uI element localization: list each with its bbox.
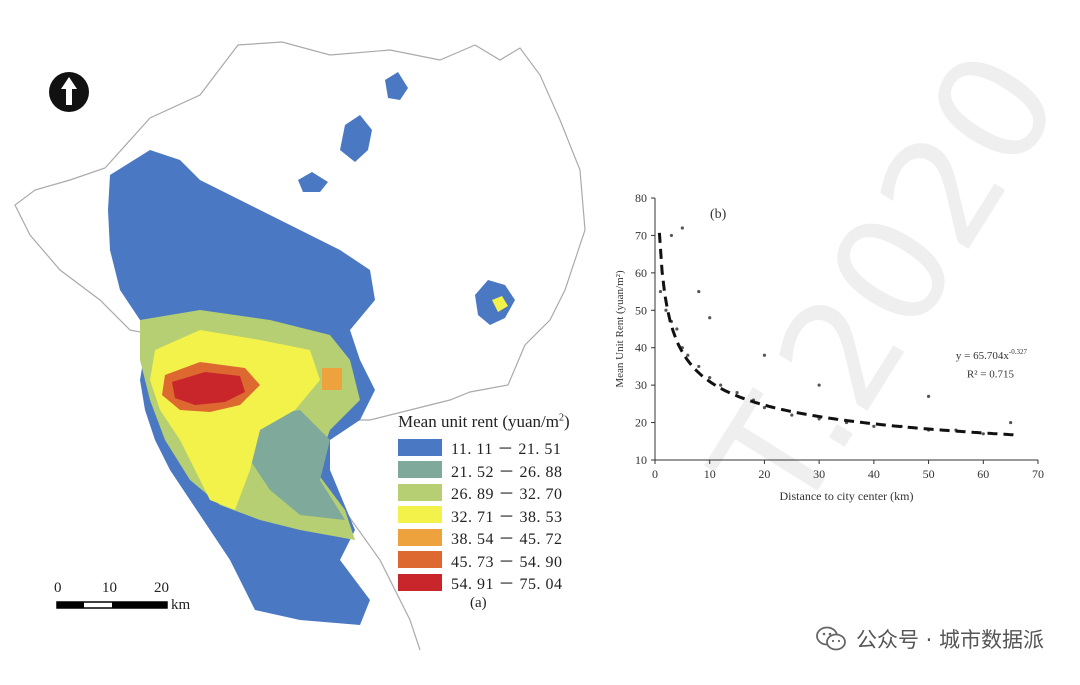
legend-row: 38. 54 － 45. 72 <box>398 526 608 549</box>
legend-swatch <box>398 573 442 591</box>
legend-label: 32. 71 － 38. 53 <box>451 508 563 526</box>
scatter-point <box>697 364 701 369</box>
scatter-point <box>926 394 931 398</box>
island-4-yellow <box>492 296 508 312</box>
scatter-point <box>680 226 684 230</box>
y-tick-label: 60 <box>635 266 647 280</box>
north-arrow-icon <box>49 72 89 112</box>
scatter-point <box>675 327 679 331</box>
legend-title: Mean unit rent (yuan/m2) <box>398 412 570 431</box>
scatter-point <box>735 391 739 395</box>
scatter-point <box>658 289 663 294</box>
island-2 <box>340 115 372 162</box>
fit-curve <box>657 232 1016 437</box>
island-1 <box>385 72 408 100</box>
y-tick-label: 80 <box>635 191 647 205</box>
island-3 <box>298 172 328 192</box>
legend-swatch <box>398 506 442 524</box>
scatter-panel: 0 10 20 30 40 50 60 70 10 20 30 40 50 60 70 80 Distance … <box>600 170 1070 530</box>
legend-swatch <box>398 438 442 456</box>
scatter-point <box>719 383 723 387</box>
legend-row: 45. 73 － 54. 90 <box>398 549 608 572</box>
legend-label: 11. 11 － 21. 51 <box>451 441 562 459</box>
legend-row: 11. 11 － 21. 51 <box>398 436 608 459</box>
legend-row: 54. 91 － 75. 04 <box>398 571 608 594</box>
map-legend: Mean unit rent (yuan/m2) 11. 11 － 21. 51… <box>398 412 608 594</box>
scale-tick-0: 0 <box>54 580 62 596</box>
scatter-chart: 0 10 20 30 40 50 60 70 10 20 30 40 50 60 70 80 Distance … <box>614 191 1044 503</box>
scatter-point <box>664 308 668 312</box>
scatter-point <box>790 413 794 417</box>
x-tick-label: 20 <box>758 467 770 481</box>
wechat-icon <box>816 626 846 651</box>
scatter-point <box>872 424 876 428</box>
region-red <box>172 372 245 405</box>
x-tick-label: 40 <box>868 467 880 481</box>
legend-label: 26. 89 － 32. 70 <box>451 486 563 504</box>
scale-tick-10: 10 <box>102 580 117 596</box>
legend-row: 21. 52 － 26. 88 <box>398 459 608 482</box>
fit-r-squared: R² = 0.715 <box>967 369 1015 381</box>
legend-label: 45. 73 － 54. 90 <box>451 553 563 571</box>
legend-swatch <box>398 461 442 479</box>
scatter-point <box>762 353 767 357</box>
legend-label: 38. 54 － 45. 72 <box>451 531 563 549</box>
x-tick-label: 30 <box>813 467 825 481</box>
scale-tick-20: 20 <box>154 580 169 596</box>
scale-bar-graphic <box>56 601 168 609</box>
scale-bar: 0 10 20 km <box>54 580 206 620</box>
legend-row: 32. 71 － 38. 53 <box>398 504 608 527</box>
rent-map <box>14 41 586 651</box>
map-panel: Mean unit rent (yuan/m2) 11. 11 － 21. 51… <box>14 41 608 651</box>
legend-row: 26. 89 － 32. 70 <box>398 481 608 504</box>
y-tick-label: 70 <box>635 228 647 242</box>
panel-label-b: (b) <box>710 207 727 222</box>
y-tick-label: 20 <box>635 416 647 430</box>
scatter-point <box>981 432 985 436</box>
x-tick-label: 60 <box>977 467 989 481</box>
fit-equation: y = 65.704x-0.327 <box>956 348 1028 362</box>
wechat-watermark: 公众号 · 城市数据派 <box>816 624 1044 654</box>
legend-swatch <box>398 528 442 546</box>
x-tick-label: 70 <box>1032 467 1044 481</box>
x-tick-label: 10 <box>704 467 716 481</box>
scatter-point <box>708 316 712 320</box>
legend-label: 54. 91 － 75. 04 <box>451 576 563 594</box>
y-axis-label: Mean Unit Rent (yuan/m²) <box>614 270 626 388</box>
region-light-orange <box>322 368 342 390</box>
y-tick-label: 30 <box>635 378 647 392</box>
y-tick-label: 10 <box>635 453 647 467</box>
legend-swatch <box>398 551 442 569</box>
panel-label-a: (a) <box>470 595 487 611</box>
y-tick-label: 40 <box>635 341 647 355</box>
scatter-point <box>1009 420 1013 425</box>
scatter-point <box>817 383 821 387</box>
scatter-point <box>697 289 701 294</box>
x-axis-label: Distance to city center (km) <box>780 489 914 503</box>
legend-swatch <box>398 483 442 501</box>
scatter-point <box>669 233 674 238</box>
x-tick-label: 0 <box>652 467 658 481</box>
scatter-point <box>708 376 712 380</box>
southeast-boundary <box>329 489 421 651</box>
scale-unit: km <box>171 597 191 613</box>
legend-label: 21. 52 － 26. 88 <box>451 463 563 481</box>
region-teal <box>240 410 345 520</box>
x-tick-label: 50 <box>923 467 935 481</box>
scatter-point <box>686 353 690 357</box>
y-tick-label: 50 <box>635 303 647 317</box>
watermark-text: 公众号 · 城市数据派 <box>855 628 1044 652</box>
